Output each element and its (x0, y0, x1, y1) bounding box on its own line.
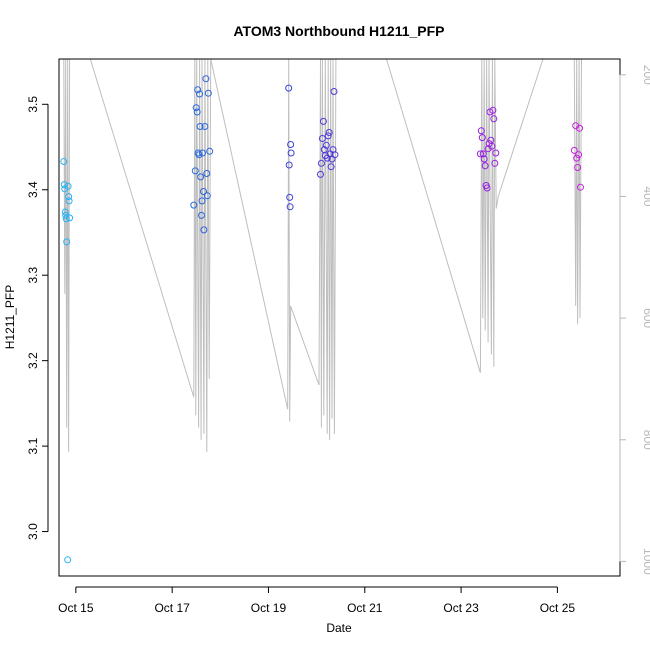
data-point (483, 184, 491, 192)
data-point (317, 170, 324, 178)
data-point (576, 124, 584, 132)
data-point (489, 106, 497, 114)
data-point (317, 159, 325, 167)
data-point (206, 147, 214, 155)
data-point (196, 123, 204, 130)
data-point (331, 151, 339, 159)
data-point (192, 104, 200, 112)
altitude-trace-line (63, 58, 582, 452)
data-point (62, 215, 70, 223)
y-tick-label: 3.3 (26, 267, 40, 284)
y-tick-label: 3.2 (26, 352, 40, 369)
x-tick-label: Oct 25 (540, 601, 576, 615)
data-point (481, 162, 489, 170)
y-tick-label: 3.1 (26, 437, 40, 454)
data-point (491, 159, 499, 167)
data-point (195, 151, 203, 159)
right-tick-label: 800 (641, 430, 650, 450)
series-group-5 (570, 122, 584, 191)
data-point (476, 150, 484, 158)
data-point (574, 164, 582, 171)
data-point (286, 193, 294, 201)
data-point (66, 214, 74, 222)
data-point (319, 117, 327, 125)
data-point (191, 167, 199, 175)
series-group-3 (317, 88, 339, 178)
chart-title: ATOM3 Northbound H1211_PFP (233, 23, 444, 39)
data-point (203, 170, 211, 177)
right-tick-label: 600 (641, 308, 650, 328)
x-tick-label: Oct 21 (347, 601, 383, 615)
data-point (480, 155, 488, 163)
data-point (65, 193, 73, 201)
data-point (204, 89, 212, 97)
data-point (330, 88, 338, 95)
data-point (478, 134, 486, 142)
x-tick-label: Oct 15 (58, 601, 94, 615)
data-point (477, 127, 485, 135)
data-point (287, 141, 295, 148)
data-point (198, 211, 205, 219)
data-point (200, 226, 208, 234)
data-point (198, 197, 206, 205)
right-tick-label: 1000 (641, 548, 650, 575)
data-point (197, 173, 205, 181)
data-point (201, 123, 209, 130)
data-point (200, 188, 207, 195)
data-point (325, 129, 333, 136)
series-group-1 (190, 75, 214, 234)
data-point (196, 90, 204, 98)
data-point (202, 75, 210, 83)
data-point (327, 163, 335, 171)
y-tick-label: 3.5 (26, 96, 40, 113)
data-point (193, 108, 201, 116)
data-point (64, 556, 72, 564)
y-axis-label: H1211_PFP (3, 285, 17, 349)
x-tick-label: Oct 19 (251, 601, 287, 615)
data-point (322, 141, 330, 149)
x-tick-label: Oct 17 (154, 601, 190, 615)
data-point (61, 208, 69, 216)
data-point (63, 238, 71, 246)
data-point (287, 149, 295, 157)
series-group-2 (285, 84, 295, 211)
data-point (490, 115, 498, 123)
data-point (190, 201, 198, 209)
data-point (203, 192, 211, 200)
data-point (324, 132, 332, 140)
axes-layer: Oct 15 Oct 17 Oct 19 Oct 21 Oct 23 Oct 25 3.0 3… (26, 58, 650, 615)
data-point (492, 149, 500, 157)
data-point (194, 86, 202, 94)
series-group-4 (476, 106, 500, 192)
data-point (60, 158, 68, 165)
data-point (573, 154, 581, 162)
y-tick-label: 3.4 (26, 181, 40, 198)
data-point (64, 182, 72, 190)
x-tick-label: Oct 23 (443, 601, 479, 615)
data-point (318, 135, 326, 142)
altitude-trace-layer (63, 58, 582, 452)
series-group-0 (60, 158, 74, 564)
data-point (570, 146, 578, 154)
data-point (199, 149, 206, 157)
plot-frame (58, 58, 621, 577)
data-point (479, 150, 487, 158)
data-point (285, 161, 293, 169)
data-point (575, 151, 583, 159)
y-tick-label: 3.0 (26, 523, 40, 540)
data-point (60, 181, 68, 189)
data-point (286, 203, 294, 211)
x-axis-label: Date (326, 621, 352, 635)
data-points-layer (60, 75, 584, 564)
data-point (488, 142, 496, 150)
right-tick-label: 200 (641, 65, 650, 85)
data-point (285, 84, 293, 92)
data-point (65, 197, 73, 205)
right-tick-label: 400 (641, 186, 650, 206)
data-point (577, 183, 584, 191)
